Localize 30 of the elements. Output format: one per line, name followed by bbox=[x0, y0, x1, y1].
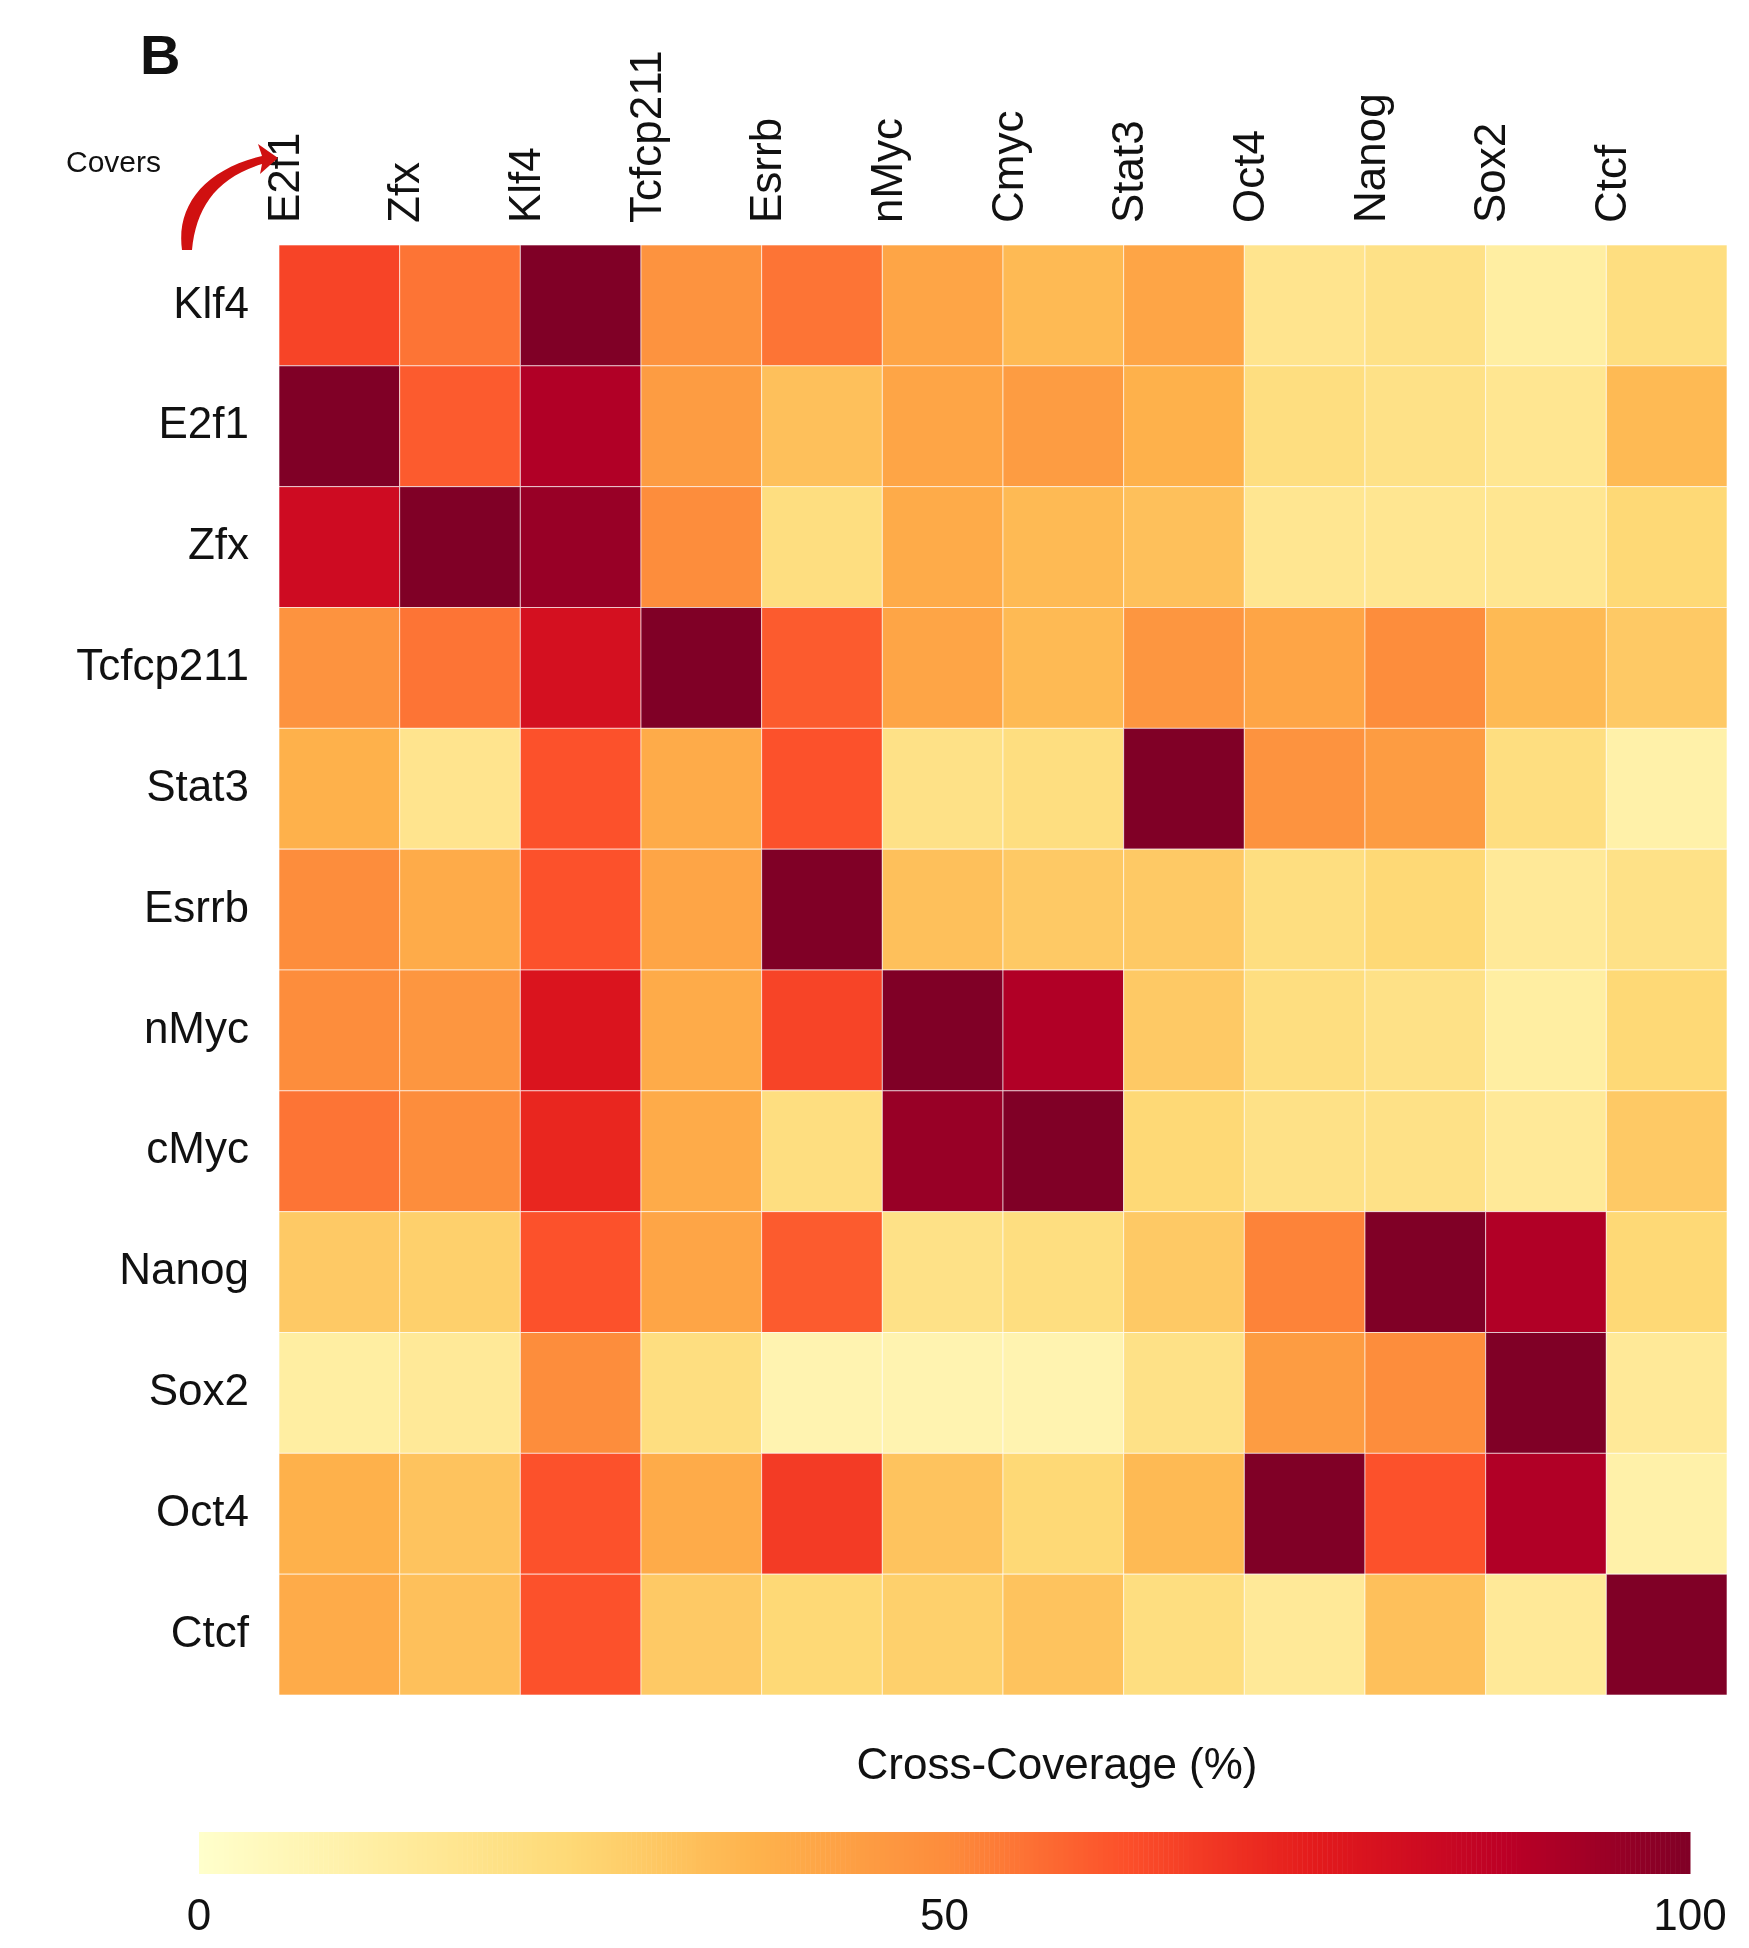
color-bar-title: Cross-Coverage (%) bbox=[856, 1739, 1258, 1789]
x-tick-label: nMyc bbox=[862, 117, 912, 223]
x-tick-label: E2f1 bbox=[258, 132, 308, 223]
y-tick-label: Esrrb bbox=[143, 881, 249, 931]
x-tick-label: Cmyc bbox=[982, 110, 1032, 223]
x-tick-label: Stat3 bbox=[1103, 120, 1153, 223]
y-tick-label: Tcfcp211 bbox=[76, 640, 249, 690]
text: Covers bbox=[66, 145, 162, 179]
y-tick-label: Nanog bbox=[119, 1244, 249, 1294]
x-tick-label: Ctcf bbox=[1586, 144, 1636, 223]
y-tick-label: Zfx bbox=[187, 519, 249, 569]
color-bar-label: 50 bbox=[920, 1890, 969, 1940]
y-tick-label: Stat3 bbox=[146, 760, 249, 810]
x-tick-label: Nanog bbox=[1344, 93, 1394, 223]
x-tick-label: Zfx bbox=[379, 161, 429, 223]
y-tick-label: nMyc bbox=[143, 1002, 249, 1052]
y-tick-label: E2f1 bbox=[158, 398, 249, 448]
x-tick-label: Sox2 bbox=[1465, 122, 1515, 223]
y-tick-label: Oct4 bbox=[156, 1485, 249, 1535]
x-tick-label: Klf4 bbox=[500, 147, 550, 223]
x-tick-label: Oct4 bbox=[1224, 130, 1274, 223]
x-tick-label: Tcfcp211 bbox=[620, 50, 670, 223]
y-tick-label: Ctcf bbox=[170, 1606, 250, 1656]
y-tick-label: Sox2 bbox=[148, 1365, 249, 1415]
color-bar-label: 0 bbox=[186, 1890, 212, 1940]
x-tick-label: Esrrb bbox=[741, 117, 791, 223]
y-tick-label: cMyc bbox=[146, 1123, 249, 1173]
y-tick-label: Klf4 bbox=[173, 277, 249, 327]
chart-title: B bbox=[140, 22, 181, 87]
color-bar-label: 100 bbox=[1653, 1890, 1727, 1940]
